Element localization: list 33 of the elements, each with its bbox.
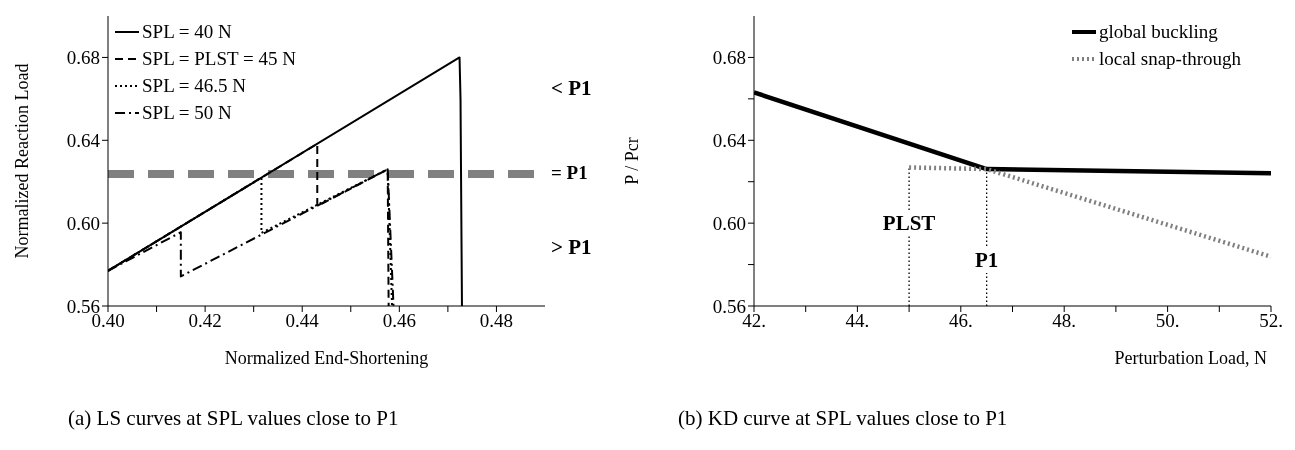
- y-axis-title: Normalized Reaction Load: [12, 63, 33, 259]
- text: > P1: [551, 235, 592, 260]
- y-tick-label: 0.56: [712, 295, 746, 317]
- legend-label: SPL = PLST = 45 N: [142, 47, 296, 71]
- x-tick-label: 50.: [1155, 310, 1180, 332]
- text: (b) KD curve at SPL values close to P1: [677, 406, 1009, 431]
- text: (a) LS curves at SPL values close to P1: [67, 406, 400, 431]
- y-axis-title: P / Pcr: [622, 137, 643, 185]
- legend-label: SPL = 50 N: [142, 101, 232, 125]
- y-tick-label: 0.60: [66, 212, 100, 234]
- x-tick-label: 0.44: [285, 310, 320, 332]
- x-tick-label: 0.46: [382, 310, 416, 332]
- x-tick-label: 0.48: [479, 310, 514, 332]
- ref-line-label: = P1: [551, 162, 588, 185]
- x-axis-title: Normalized End-Shortening: [224, 348, 429, 368]
- legend-label: SPL = 40 N: [142, 20, 232, 44]
- annotation: PLST: [882, 210, 936, 237]
- annotation: P1: [974, 247, 999, 274]
- legend-label: local snap-through: [1099, 47, 1241, 71]
- x-axis-title: Perturbation Load, N: [1114, 348, 1267, 368]
- y-tick-label: 0.68: [66, 47, 100, 69]
- y-tick-label: 0.68: [712, 47, 746, 69]
- legend-label: SPL = 46.5 N: [142, 74, 246, 98]
- x-tick-label: 52.: [1259, 310, 1283, 332]
- y-tick-label: 0.60: [712, 212, 746, 234]
- text: < P1: [551, 75, 592, 101]
- y-tick-label: 0.64: [66, 130, 101, 152]
- x-tick-label: 48.: [1052, 310, 1077, 332]
- x-tick-label: 0.42: [188, 310, 222, 332]
- x-tick-label: 44.: [845, 310, 870, 332]
- y-tick-label: 0.64: [712, 130, 747, 152]
- legend-label: global buckling: [1099, 20, 1218, 44]
- x-tick-label: 46.: [948, 310, 973, 332]
